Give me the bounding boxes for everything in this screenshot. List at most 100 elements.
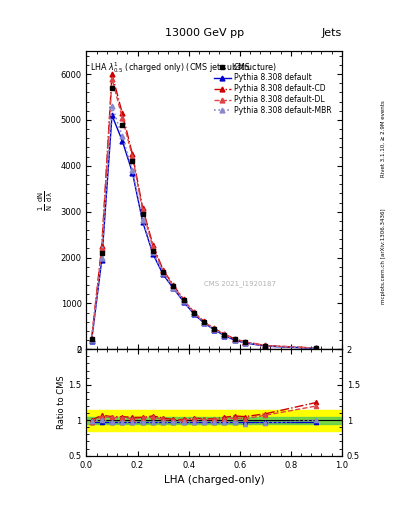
Pythia 8.308 default <box>222 332 227 338</box>
Pythia 8.308 default-MBR <box>314 345 319 351</box>
Line: Pythia 8.308 default-MBR: Pythia 8.308 default-MBR <box>89 104 319 351</box>
CMS <box>222 332 227 338</box>
Pythia 8.308 default-MBR <box>263 343 268 349</box>
Bar <box>86 410 342 431</box>
Pythia 8.308 default-DL <box>191 309 196 315</box>
Pythia 8.308 default-MBR <box>161 270 165 276</box>
Pythia 8.308 default <box>314 345 319 351</box>
CMS <box>202 319 206 325</box>
Pythia 8.308 default <box>212 327 217 333</box>
Text: mcplots.cern.ch [arXiv:1306.3436]: mcplots.cern.ch [arXiv:1306.3436] <box>381 208 386 304</box>
Pythia 8.308 default-MBR <box>151 249 155 255</box>
Pythia 8.308 default-DL <box>263 343 268 349</box>
Pythia 8.308 default-CD <box>181 296 186 302</box>
Pythia 8.308 default-CD <box>191 309 196 315</box>
Pythia 8.308 default <box>151 251 155 257</box>
Text: LHA $\lambda^{1}_{0.5}$ (charged only) (CMS jet substructure): LHA $\lambda^{1}_{0.5}$ (charged only) (… <box>90 60 277 75</box>
Line: Pythia 8.308 default: Pythia 8.308 default <box>89 113 319 351</box>
Pythia 8.308 default-CD <box>242 339 247 345</box>
Pythia 8.308 default-MBR <box>212 326 217 332</box>
Pythia 8.308 default-DL <box>161 268 165 274</box>
Pythia 8.308 default-DL <box>232 336 237 342</box>
CMS <box>232 336 237 343</box>
CMS <box>151 248 155 254</box>
Bar <box>86 417 342 424</box>
Pythia 8.308 default-CD <box>151 242 155 248</box>
Pythia 8.308 default-MBR <box>89 337 94 344</box>
Pythia 8.308 default-CD <box>89 336 94 342</box>
CMS <box>89 336 94 342</box>
Pythia 8.308 default-CD <box>314 345 319 351</box>
Pythia 8.308 default-MBR <box>130 167 135 174</box>
Pythia 8.308 default-CD <box>212 325 217 331</box>
Pythia 8.308 default-MBR <box>140 217 145 223</box>
CMS <box>212 326 217 332</box>
Pythia 8.308 default-MBR <box>202 319 206 326</box>
CMS <box>130 158 135 164</box>
Pythia 8.308 default <box>130 169 135 176</box>
Pythia 8.308 default-CD <box>120 110 125 116</box>
CMS <box>191 310 196 316</box>
CMS <box>161 269 165 275</box>
CMS <box>181 296 186 303</box>
CMS <box>171 283 176 289</box>
Pythia 8.308 default <box>99 257 104 263</box>
Pythia 8.308 default-DL <box>242 339 247 345</box>
Line: CMS: CMS <box>89 86 319 351</box>
Pythia 8.308 default-CD <box>232 336 237 342</box>
CMS <box>314 345 319 351</box>
Pythia 8.308 default-DL <box>99 245 104 251</box>
Text: Rivet 3.1.10, ≥ 2.9M events: Rivet 3.1.10, ≥ 2.9M events <box>381 100 386 177</box>
Pythia 8.308 default-DL <box>202 319 206 325</box>
Pythia 8.308 default-CD <box>263 343 268 349</box>
Pythia 8.308 default-CD <box>161 267 165 273</box>
Pythia 8.308 default-MBR <box>99 254 104 261</box>
Pythia 8.308 default <box>140 219 145 225</box>
Pythia 8.308 default-DL <box>89 336 94 343</box>
Pythia 8.308 default <box>242 340 247 346</box>
Pythia 8.308 default-DL <box>120 115 125 121</box>
Pythia 8.308 default-DL <box>181 296 186 303</box>
Y-axis label: Ratio to CMS: Ratio to CMS <box>57 376 66 429</box>
Pythia 8.308 default <box>171 285 176 291</box>
Pythia 8.308 default-DL <box>151 244 155 250</box>
Pythia 8.308 default-CD <box>140 205 145 211</box>
Pythia 8.308 default-MBR <box>191 310 196 316</box>
CMS <box>110 85 114 91</box>
CMS <box>99 250 104 256</box>
Text: 13000 GeV pp: 13000 GeV pp <box>165 28 244 38</box>
Pythia 8.308 default-MBR <box>181 298 186 304</box>
Pythia 8.308 default <box>181 298 186 305</box>
Pythia 8.308 default <box>202 320 206 326</box>
Pythia 8.308 default-CD <box>110 71 114 77</box>
Pythia 8.308 default <box>110 112 114 118</box>
Line: Pythia 8.308 default-DL: Pythia 8.308 default-DL <box>89 76 319 351</box>
Text: CMS 2021_I1920187: CMS 2021_I1920187 <box>204 280 276 287</box>
CMS <box>263 343 268 349</box>
Pythia 8.308 default-CD <box>130 151 135 157</box>
Pythia 8.308 default-MBR <box>120 133 125 139</box>
Pythia 8.308 default-DL <box>110 76 114 82</box>
Pythia 8.308 default-DL <box>314 345 319 351</box>
Pythia 8.308 default-CD <box>171 282 176 288</box>
Pythia 8.308 default-MBR <box>171 285 176 291</box>
Pythia 8.308 default <box>263 343 268 349</box>
Pythia 8.308 default <box>120 138 125 144</box>
Pythia 8.308 default-DL <box>140 207 145 214</box>
Pythia 8.308 default-DL <box>212 326 217 332</box>
Pythia 8.308 default-MBR <box>232 337 237 343</box>
Text: Jets: Jets <box>321 28 342 38</box>
CMS <box>242 339 247 345</box>
CMS <box>120 121 125 127</box>
Pythia 8.308 default-CD <box>99 243 104 249</box>
Pythia 8.308 default-DL <box>171 283 176 289</box>
Pythia 8.308 default <box>161 271 165 278</box>
Pythia 8.308 default-MBR <box>222 332 227 338</box>
Pythia 8.308 default-CD <box>222 331 227 337</box>
Pythia 8.308 default-DL <box>130 154 135 160</box>
Y-axis label: $\frac{1}{\rm N}\ \frac{{\rm d}N}{{\rm d}\,\lambda}$: $\frac{1}{\rm N}\ \frac{{\rm d}N}{{\rm d… <box>37 190 55 211</box>
CMS <box>140 211 145 217</box>
Pythia 8.308 default-MBR <box>242 339 247 346</box>
X-axis label: LHA (charged-only): LHA (charged-only) <box>164 475 264 485</box>
Pythia 8.308 default <box>89 337 94 344</box>
